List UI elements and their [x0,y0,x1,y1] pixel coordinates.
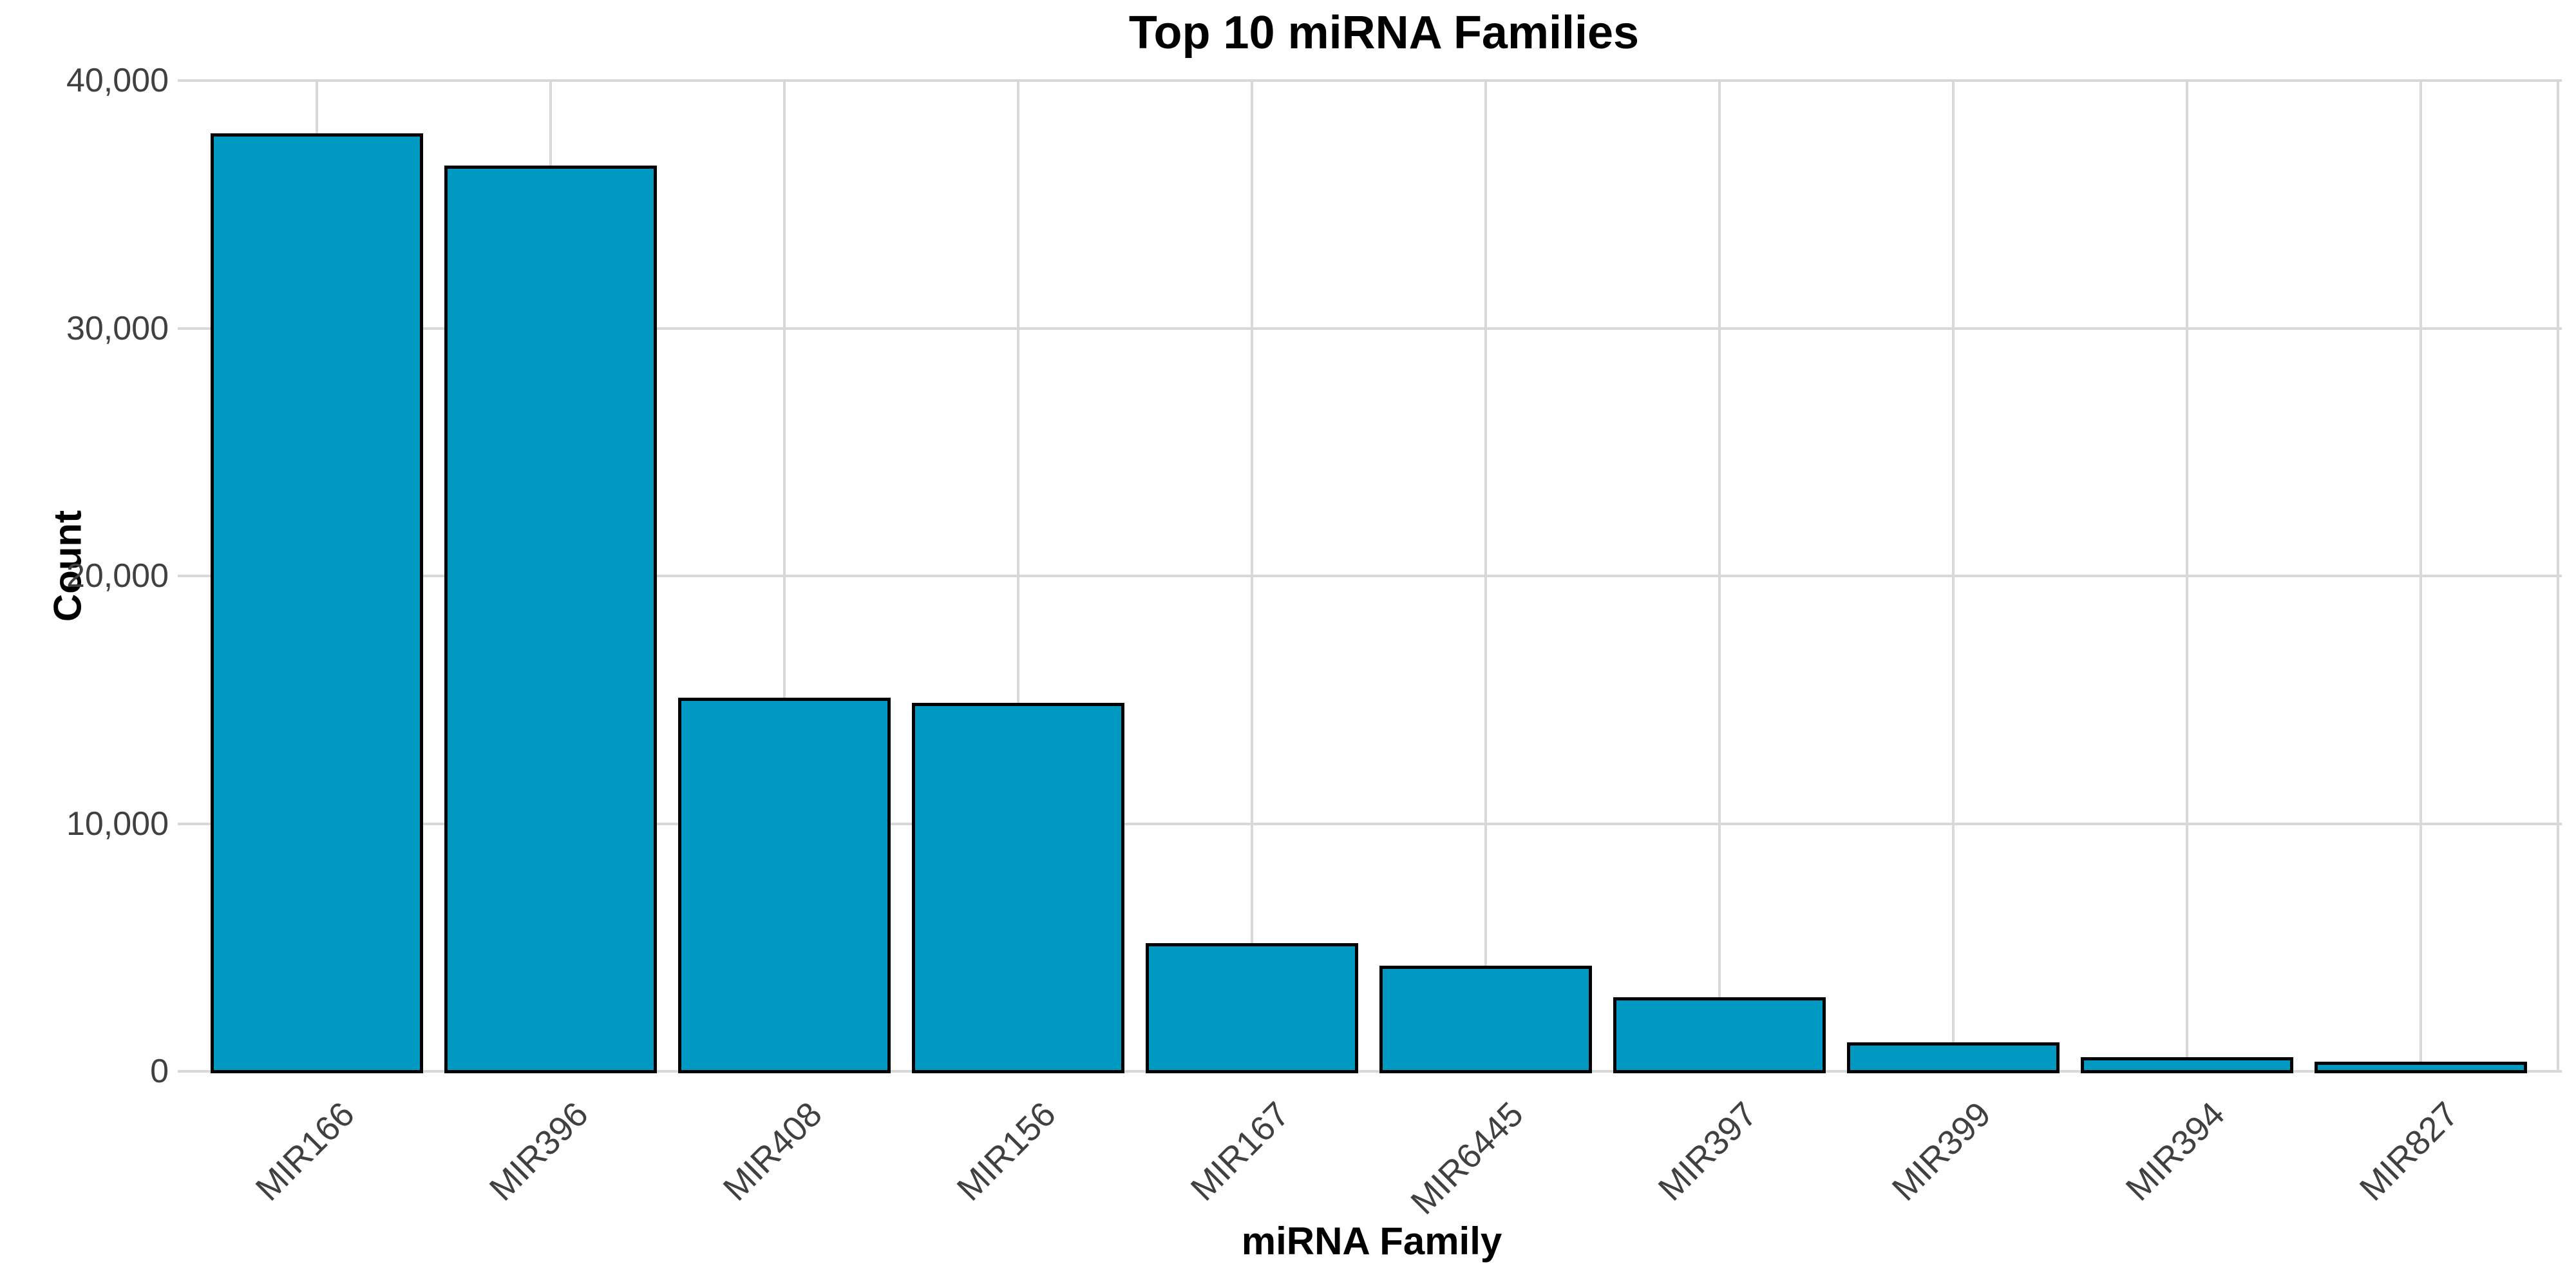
x-gridline [1484,81,1487,1071]
y-tick-mark [178,327,206,330]
bar-MIR394 [2081,1057,2293,1073]
x-tick-label-MIR397: MIR397 [1651,1095,1765,1209]
y-tick-label: 20,000 [66,557,169,595]
y-tick-label: 10,000 [66,805,169,843]
x-tick-label-MIR166: MIR166 [248,1095,362,1209]
bar-MIR827 [2315,1062,2527,1073]
y-gridline [206,79,2562,82]
bar-MIR408 [678,698,891,1073]
y-tick-label: 30,000 [66,309,169,347]
bar-MIR166 [211,133,423,1073]
x-tick-label-MIR408: MIR408 [715,1095,829,1209]
bar-MIR397 [1613,997,1826,1073]
y-gridline [206,575,2562,577]
y-gridline [206,327,2562,330]
bar-MIR399 [1847,1042,2060,1073]
x-tick-label-MIR827: MIR827 [2352,1095,2466,1209]
x-gridline [2186,81,2188,1071]
x-gridline [1251,81,1253,1071]
y-tick-label: 40,000 [66,62,169,99]
x-axis-title: miRNA Family [1241,1220,1502,1263]
x-gridline [1952,81,1955,1071]
y-tick-mark [178,1070,206,1073]
x-gridline [1017,81,1019,1071]
x-tick-label-MIR399: MIR399 [1884,1095,1998,1209]
x-tick-label-MIR396: MIR396 [482,1095,596,1209]
y-gridline [206,822,2562,825]
y-tick-mark [178,822,206,825]
y-tick-label: 0 [150,1053,169,1090]
x-tick-label-MIR6445: MIR6445 [1403,1095,1531,1222]
x-gridline [2557,81,2559,1071]
y-tick-mark [178,575,206,577]
x-gridline [2420,81,2422,1071]
x-tick-label-MIR167: MIR167 [1183,1095,1297,1209]
chart-title: Top 10 miRNA Families [1128,7,1640,59]
x-gridline [1718,81,1721,1071]
x-gridline [783,81,786,1071]
x-tick-label-MIR156: MIR156 [949,1095,1063,1209]
y-tick-mark [178,79,206,82]
bar-MIR167 [1146,942,1358,1073]
bar-MIR156 [912,702,1124,1073]
x-tick-label-MIR394: MIR394 [2118,1095,2232,1209]
bar-MIR6445 [1379,965,1592,1073]
bar-MIR396 [444,165,657,1073]
